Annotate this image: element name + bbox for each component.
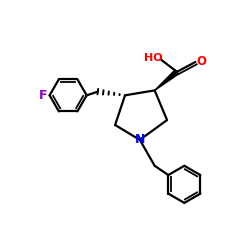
Text: N: N (135, 133, 145, 146)
Text: O: O (197, 55, 207, 68)
Text: F: F (38, 89, 47, 102)
Text: HO: HO (144, 53, 162, 63)
Polygon shape (155, 70, 179, 90)
